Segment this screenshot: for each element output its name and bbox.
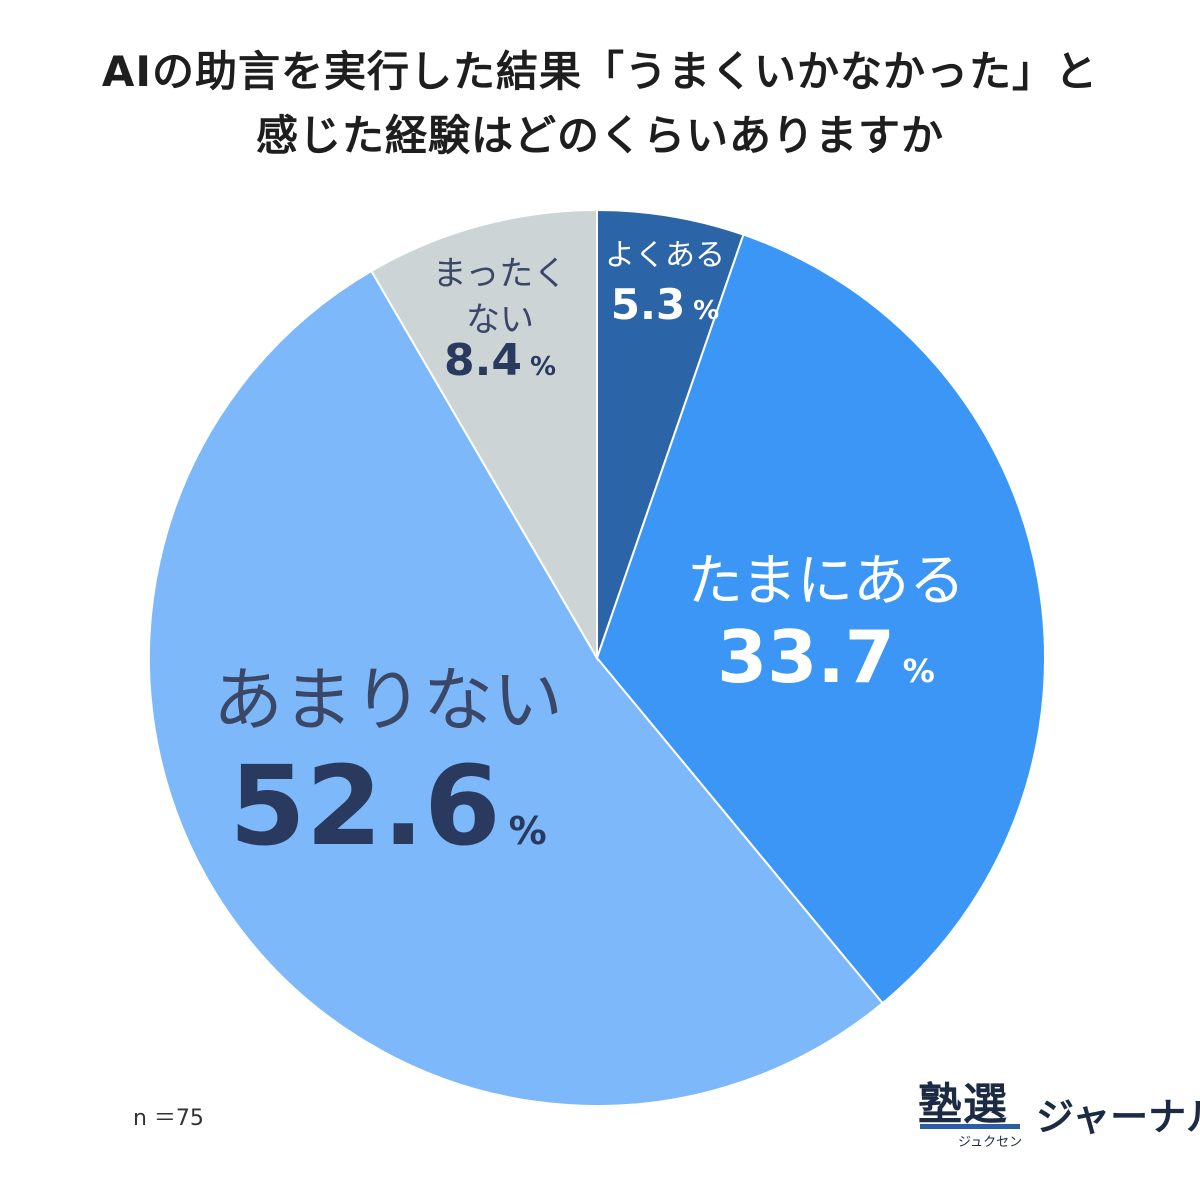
slice-value-3: 8.4% [444,335,556,386]
slice-label-3-line-0: まったく [433,254,568,294]
slice-label-0-line-0: よくある [605,238,725,273]
pie-slice-0 [596,208,745,659]
pie-slice-2 [148,269,884,1107]
slice-value-unit-2: % [509,809,547,853]
slice-value-number-1: 33.7 [717,615,895,699]
slice-value-unit-1: % [903,652,935,690]
logo-journal: ジャーナル [1036,1095,1200,1139]
sample-size-note: n ＝75 [133,1106,204,1131]
chart-title: AIの助言を実行した結果「うまくいかなかった」と 感じた経験はどのくらいあります… [0,40,1200,168]
pie-slice-1 [595,233,1046,1005]
logo-ruby: ジュクセン [958,1135,1023,1150]
chart-title-line-1: AIの助言を実行した結果「うまくいかなかった」と [101,47,1099,96]
slice-value-0: 5.3% [611,280,719,329]
slice-value-number-0: 5.3 [611,280,685,329]
brand-logo: 塾選 ジュクセン ジャーナル [918,1068,1200,1158]
pie-slice-3 [370,208,598,662]
slice-value-1: 33.7% [717,615,935,699]
pen-icon [920,1124,1020,1129]
slice-value-number-2: 52.6 [229,742,500,870]
chart-title-line-2: 感じた経験はどのくらいありますか [255,111,944,160]
slice-value-unit-0: % [693,296,719,326]
slice-label-2-line-0: あまりない [213,659,563,741]
slice-value-2: 52.6% [229,742,546,870]
logo-kanji: 塾選 [918,1079,1008,1130]
slice-value-unit-3: % [530,352,556,382]
slice-label-3-line-1: ない [466,300,534,340]
slice-value-number-3: 8.4 [444,335,522,386]
slice-label-1-line-0: たまにある [687,549,965,614]
